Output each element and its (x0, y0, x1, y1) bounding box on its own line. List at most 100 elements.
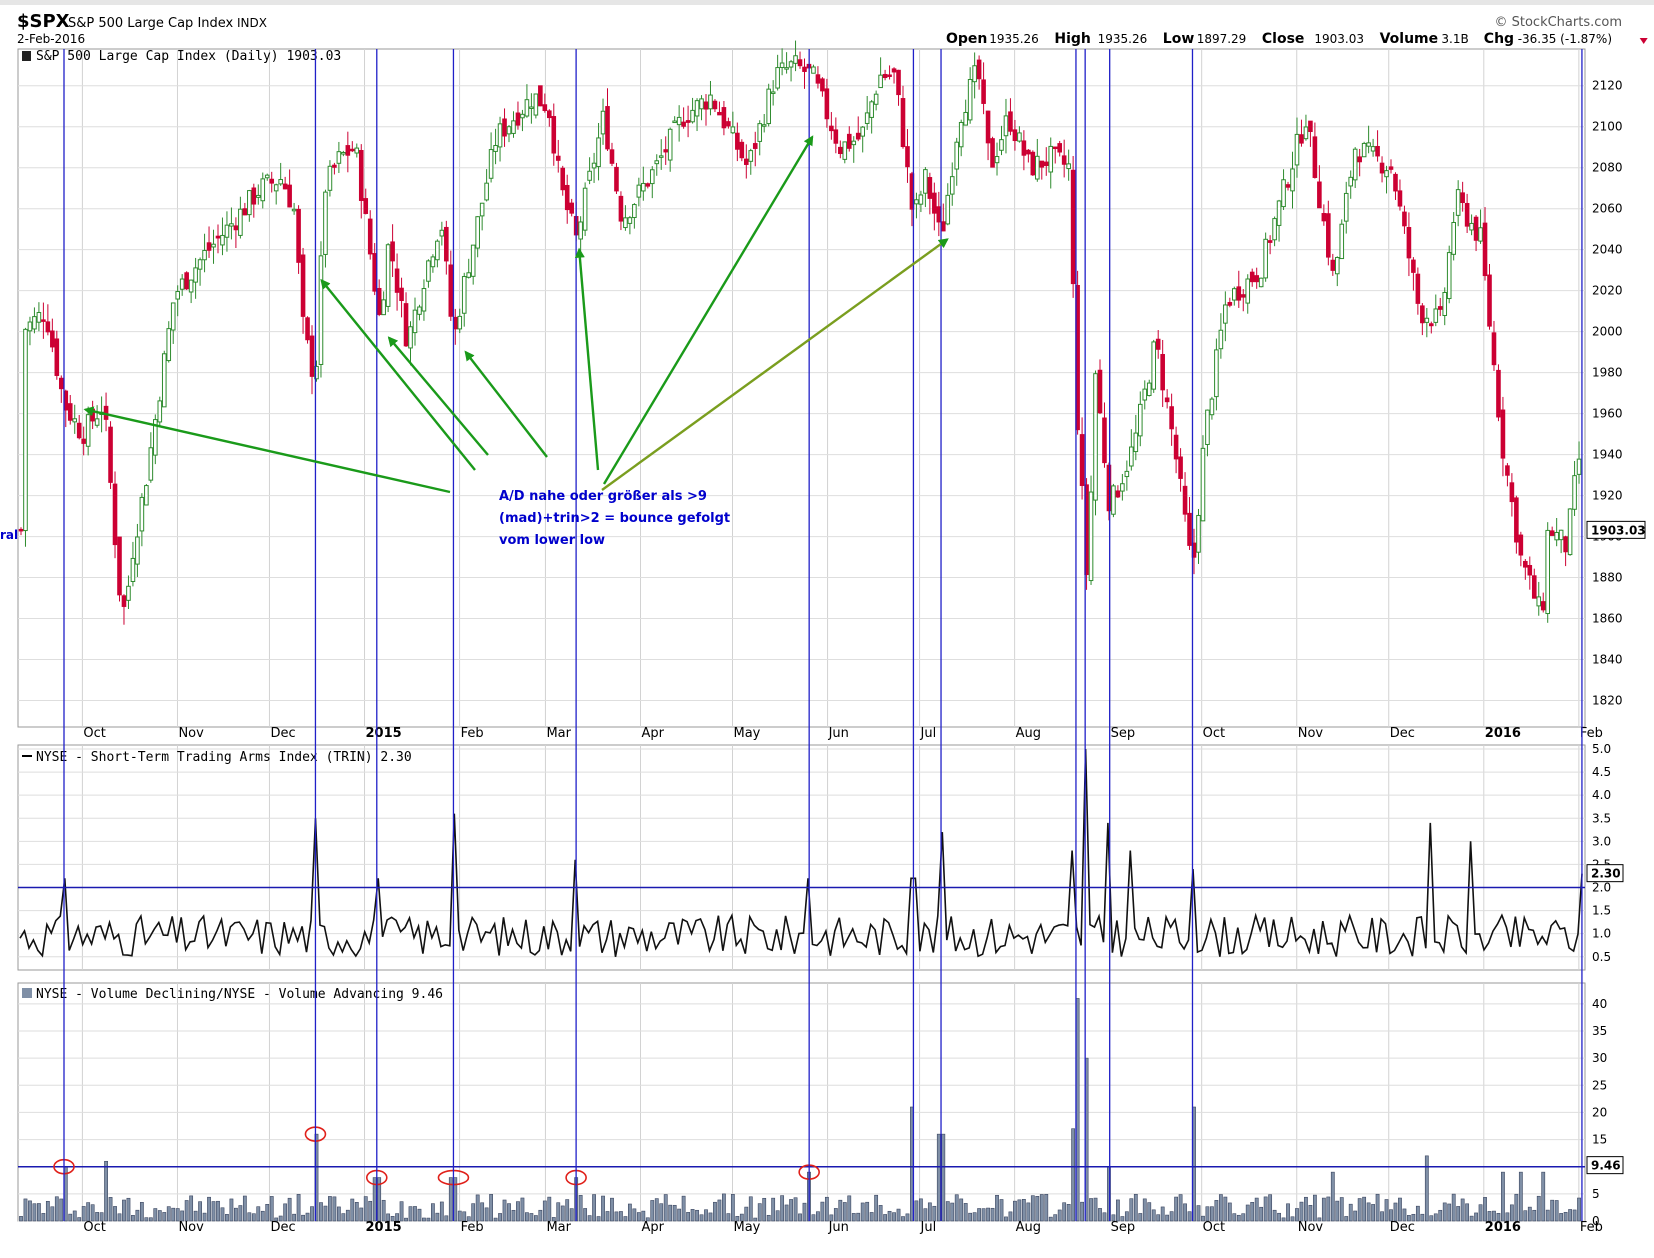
candle-body (430, 256, 436, 268)
candle-body (1245, 278, 1251, 304)
y-tick-label: 1880 (1592, 571, 1623, 585)
volume-ratio-bar (968, 1212, 973, 1222)
candle-body (1003, 115, 1009, 137)
volume-ratio-bar (829, 1214, 834, 1222)
candle-body (130, 557, 136, 582)
candle-body (300, 254, 306, 317)
volume-ratio-bar (1469, 1215, 1474, 1222)
candle-body (547, 110, 552, 119)
volume-ratio-bar (757, 1203, 762, 1222)
volume-ratio-bar (744, 1206, 749, 1222)
candle-body (278, 179, 283, 185)
candle-body (560, 167, 566, 191)
volume-ratio-bar (704, 1209, 708, 1222)
annotation-arrow (601, 238, 949, 491)
chart-date: 2-Feb-2016 (17, 32, 85, 46)
candle-body (27, 321, 33, 332)
volume-ratio-bar (525, 1212, 529, 1222)
volume-ratio-bar (54, 1196, 59, 1222)
volume-ratio-bar (1035, 1196, 1040, 1222)
volume-ratio-bar (1218, 1194, 1223, 1222)
x-tick-label: Sep (1111, 726, 1136, 741)
volume-ratio-bar (216, 1200, 220, 1222)
y-tick-label: 3.0 (1592, 834, 1611, 848)
candle-body (1527, 565, 1533, 576)
candle-body (479, 202, 485, 217)
candle-body (748, 150, 754, 162)
volume-ratio-bar (1568, 1209, 1572, 1222)
x-tick-label: Dec (270, 1220, 295, 1235)
candle-body (1500, 409, 1506, 459)
volume-ratio-bar (842, 1202, 847, 1222)
volume-ratio-bar (1411, 1213, 1416, 1222)
volume-ratio-bar (484, 1207, 489, 1222)
volume-ratio-bar (1259, 1206, 1264, 1222)
volume-ratio-bar (422, 1217, 426, 1222)
candle-body (1482, 222, 1488, 277)
bar-legend-icon (22, 988, 32, 998)
candle-body (981, 79, 986, 104)
volume-ratio-bar (390, 1216, 395, 1222)
volume-ratio-bar (86, 1202, 91, 1222)
candle-body (1155, 338, 1161, 350)
volume-ratio-bar (1335, 1200, 1340, 1222)
x-tick-label: Mar (546, 1220, 571, 1235)
volume-ratio-bar (1559, 1213, 1564, 1222)
candle-body (1187, 512, 1192, 546)
volume-ratio-bar (471, 1203, 476, 1222)
volume-ratio-bar (529, 1213, 534, 1222)
volume-ratio-bar (954, 1194, 959, 1222)
volume-ratio-bar (1326, 1196, 1331, 1222)
x-tick-label: Jul (920, 726, 937, 741)
x-tick-label: Dec (270, 726, 295, 741)
volume-ratio-bar (1214, 1200, 1219, 1222)
candle-body (1035, 155, 1040, 180)
candle-body (1523, 560, 1528, 568)
candle-body (139, 496, 145, 532)
volume-ratio-bar (1429, 1215, 1434, 1222)
candle-body (649, 169, 655, 185)
candle-body (309, 335, 315, 377)
x-tick-label: 2015 (366, 1220, 402, 1235)
y-tick-label: 1.5 (1592, 904, 1611, 918)
candle-body (905, 146, 910, 168)
volume-ratio-bar (789, 1199, 793, 1222)
candle-body (488, 149, 494, 179)
candle-body (1536, 596, 1542, 607)
annotation-arrow (320, 278, 476, 471)
volume-ratio-bar (1330, 1171, 1335, 1222)
last-value-label: 9.46 (1591, 1159, 1621, 1173)
candle-body (636, 184, 642, 198)
candle-body (623, 217, 628, 229)
candle-body (766, 88, 771, 125)
candle-body (135, 536, 140, 565)
volume-ratio-bar (475, 1194, 480, 1222)
volume-ratio-bar (999, 1199, 1004, 1222)
candle-body (775, 67, 780, 89)
candle-body (1039, 160, 1045, 168)
volume-ratio-bar (1048, 1216, 1053, 1222)
volume-ratio-bar (1321, 1197, 1326, 1222)
volume-ratio-bar (1178, 1194, 1183, 1222)
volume-ratio-bar (932, 1205, 937, 1222)
candle-body (923, 169, 928, 194)
candle-body (193, 267, 198, 283)
candle-body (112, 483, 118, 546)
candle-body (1321, 213, 1327, 222)
candle-body (914, 199, 919, 205)
volume-ratio-bar (551, 1217, 556, 1222)
candle-body (1370, 146, 1376, 152)
candle-body (990, 138, 995, 168)
candle-body (1236, 286, 1242, 301)
volume-ratio-bar (627, 1203, 632, 1222)
candle-body (336, 151, 342, 164)
candle-body (381, 299, 386, 316)
candle-body (188, 279, 194, 293)
volume-ratio-bar (50, 1206, 55, 1222)
volume-ratio-bar (686, 1212, 690, 1222)
candle-body (520, 113, 525, 119)
candle-body (426, 260, 431, 282)
volume-ratio-bar (659, 1203, 664, 1222)
volume-ratio-bar (623, 1216, 628, 1222)
candle-body (341, 152, 346, 155)
